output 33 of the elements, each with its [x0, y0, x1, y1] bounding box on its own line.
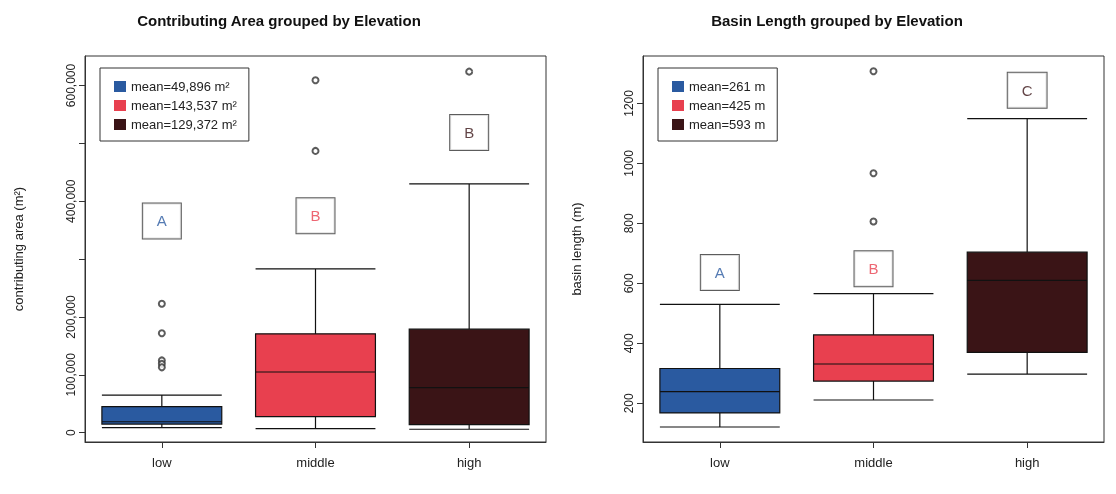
- y-tick-label: 1000: [622, 149, 636, 177]
- y-tick-label: 1200: [622, 89, 636, 117]
- x-tick-label: low: [152, 455, 173, 470]
- y-axis-title: contributing area (m²): [11, 186, 26, 312]
- legend-label: mean=261 m: [689, 79, 766, 94]
- y-tick-label: 200,000: [64, 294, 78, 339]
- annotation: B: [464, 123, 475, 141]
- legend-label: mean=593 m: [689, 117, 766, 132]
- annotation: B: [868, 260, 879, 278]
- legend-label: mean=129,372 m²: [131, 117, 238, 132]
- x-tick-label: high: [1014, 455, 1040, 470]
- y-tick-label: 600: [622, 273, 636, 294]
- legend-label: mean=143,537 m²: [131, 98, 238, 113]
- annotation: C: [1021, 81, 1033, 99]
- y-tick-label: 600,000: [64, 63, 78, 108]
- x-tick-label: middle: [854, 455, 893, 470]
- chart-title: Contributing Area grouped by Elevation: [137, 12, 421, 29]
- y-tick-label: 0: [64, 429, 78, 437]
- y-tick-label: 400: [622, 332, 636, 354]
- chart-title: Basin Length grouped by Elevation: [711, 12, 963, 29]
- y-tick-label: 100,000: [64, 352, 78, 397]
- y-tick-label: 200: [622, 392, 636, 414]
- y-axis-title: basin length (m): [569, 202, 584, 296]
- x-tick-label: middle: [296, 455, 335, 470]
- legend-label: mean=425 m: [689, 98, 766, 113]
- legend-label: mean=49,896 m²: [131, 79, 231, 94]
- annotation: A: [714, 264, 725, 282]
- annotation: A: [156, 212, 167, 230]
- y-tick-label: 800: [622, 213, 636, 234]
- y-tick-label: 400,000: [64, 179, 78, 223]
- annotation: B: [310, 207, 321, 225]
- x-tick-label: low: [710, 455, 731, 470]
- x-tick-label: high: [456, 455, 482, 470]
